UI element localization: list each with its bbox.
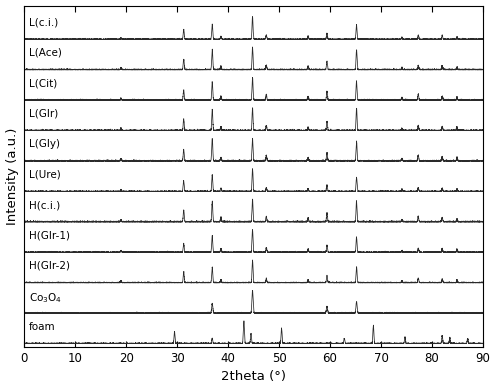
Text: Co$_3$O$_4$: Co$_3$O$_4$: [29, 291, 62, 305]
Text: H(c.i.): H(c.i.): [29, 200, 61, 210]
Text: H(Glr-1): H(Glr-1): [29, 230, 70, 240]
Text: L(Gly): L(Gly): [29, 139, 60, 149]
Text: L(Cit): L(Cit): [29, 78, 58, 88]
Text: H(Glr-2): H(Glr-2): [29, 261, 70, 271]
Text: L(Ace): L(Ace): [29, 48, 62, 58]
Y-axis label: Intensity (a.u.): Intensity (a.u.): [5, 128, 18, 225]
Text: L(Ure): L(Ure): [29, 170, 61, 180]
Text: L(Glr): L(Glr): [29, 109, 59, 119]
Text: foam: foam: [29, 322, 56, 332]
X-axis label: 2theta (°): 2theta (°): [221, 370, 286, 384]
Text: L(c.i.): L(c.i.): [29, 18, 59, 28]
